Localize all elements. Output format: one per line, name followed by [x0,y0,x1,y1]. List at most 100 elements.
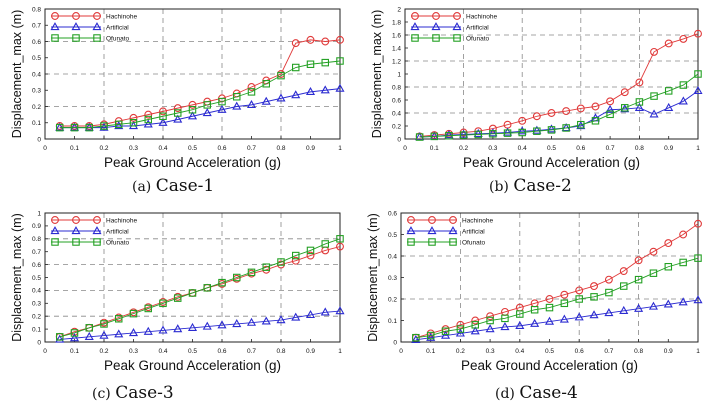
data-point [441,327,450,336]
legend-marker [432,34,440,42]
data-point [559,314,569,323]
x-tick-label: 0.3 [488,145,497,152]
data-point [262,80,270,88]
y-tick-label: 0.2 [32,104,41,111]
data-point [100,122,108,130]
data-point [516,310,524,318]
data-point [115,120,123,129]
x-tick-label: 0 [403,145,407,152]
data-point [470,326,480,335]
data-point [202,108,212,117]
chart-panel-case-2: 0 0.1 0.2 0.3 0.4 0.5 0.6 0.7 0.8 0.9 1 0 0.2 0.4 0.6 0… [355,0,711,200]
x-tick-label: 1 [696,348,700,355]
y-tick-label: 1.4 [392,45,401,52]
y-tick-label: 0.2 [392,123,401,130]
data-point [530,306,539,314]
y-tick-label: 1.8 [392,19,401,26]
data-point [589,310,599,319]
data-point [634,256,643,265]
series-line [415,257,699,339]
data-point [305,86,316,96]
data-point [84,331,94,340]
data-point [217,104,227,113]
data-point [429,131,439,140]
y-tick-label: 0.2 [388,296,397,303]
x-tick-label: 0.8 [276,348,285,355]
legend-label: Ofunato [106,239,130,246]
series-artificial [411,295,703,343]
data-point [187,322,198,331]
legend-label: Artificial [466,24,489,31]
y-tick-label: 1.6 [392,32,401,39]
x-tick-label: 0 [43,145,47,152]
data-point [69,333,80,342]
y-tick-label: 0.6 [388,210,397,217]
series-ofunato [415,70,702,141]
x-tick-label: 0.6 [575,348,584,355]
legend-marker [411,12,419,20]
data-point [415,132,425,141]
data-point [128,328,139,337]
series-ofunato [412,254,702,342]
data-point [291,63,300,72]
data-point [679,34,688,43]
chart-svg: 0 0.1 0.2 0.3 0.4 0.5 0.6 0.7 0.8 0.9 100.10.20.30… [366,210,703,373]
x-tick-label: 0.2 [99,348,108,355]
legend-item: Hachinohe [407,216,493,224]
chart-panel-case-4: 0 0.1 0.2 0.3 0.4 0.5 0.6 0.7 0.8 0.9 1 0 0.1 0.2 0.3 0… [355,203,711,409]
x-axis-label: Peak Ground Acceleration (g) [104,358,281,373]
data-point [501,314,509,323]
x-tick-label: 1 [696,145,700,152]
y-tick-label: 0 [393,339,397,346]
legend-item: Hachinohe [411,12,497,20]
legend-marker [71,22,81,31]
series-line [59,246,341,338]
y-tick-label: 0.6 [32,262,41,269]
legend-marker [72,216,80,224]
x-tick-label: 0.2 [99,145,108,152]
data-point [336,235,344,243]
data-point [606,97,615,106]
data-point [277,258,285,266]
data-point [503,127,513,136]
data-point [99,122,109,131]
data-point [218,97,226,106]
legend-label: Hachinohe [106,217,137,224]
y-tick-label: 1.2 [392,58,401,65]
series-ofunato [55,57,344,132]
data-point [562,107,571,116]
data-point [336,242,344,251]
caption-case: Case-1 [155,176,215,196]
data-point [55,334,65,343]
data-point [261,316,271,325]
y-tick-label: 0.7 [32,249,41,256]
legend-item: Hachinohe [51,12,137,20]
data-point [544,316,555,325]
data-point [306,60,315,68]
y-tick-label: 0.5 [32,275,41,282]
chart-panel-case-1: 0 0.1 0.2 0.3 0.4 0.5 0.6 0.7 0.8 0.9 1 0 0.1 0.2 0.3 0… [0,0,355,200]
data-point [217,320,227,329]
grid [45,9,340,139]
x-tick-label: 0.4 [515,348,524,355]
data-point [277,71,285,80]
legend-marker [51,216,59,224]
y-tick-label: 0.4 [32,288,41,295]
data-point [693,85,703,95]
data-point [590,293,598,301]
data-point [635,98,644,106]
data-point [486,312,495,321]
data-point [430,132,439,141]
data-point [664,87,673,95]
data-point [411,334,421,343]
caption-label: (d) [495,386,515,402]
y-axis-ticks: 0 0.1 0.2 0.3 0.4 0.5 0.6 0.7 0.8 [32,6,48,143]
data-point [306,246,315,255]
caption-case: Case-3 [115,383,174,403]
x-tick-label: 0 [399,348,403,355]
y-axis-ticks: 0 0.1 0.2 0.3 0.4 0.5 0.6 [388,210,404,346]
series-artificial [55,306,345,343]
legend-marker [453,34,461,42]
legend-item: Ofunato [51,34,130,42]
data-point [693,295,703,304]
